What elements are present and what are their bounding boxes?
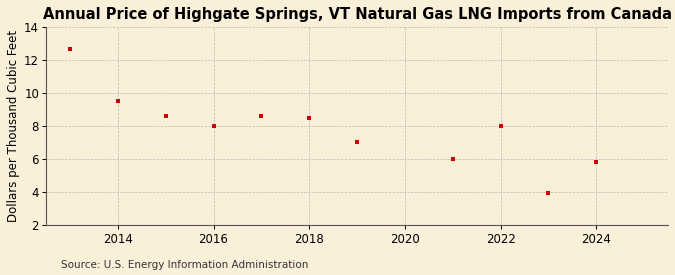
Text: Source: U.S. Energy Information Administration: Source: U.S. Energy Information Administ… [61,260,308,270]
Point [591,160,601,164]
Y-axis label: Dollars per Thousand Cubic Feet: Dollars per Thousand Cubic Feet [7,30,20,222]
Point [65,46,76,51]
Point [543,191,554,196]
Point [208,124,219,128]
Point [304,116,315,120]
Point [160,114,171,118]
Point [495,124,506,128]
Point [113,99,124,103]
Point [352,140,362,145]
Title: Annual Price of Highgate Springs, VT Natural Gas LNG Imports from Canada: Annual Price of Highgate Springs, VT Nat… [43,7,672,22]
Point [256,114,267,118]
Point [448,157,458,161]
